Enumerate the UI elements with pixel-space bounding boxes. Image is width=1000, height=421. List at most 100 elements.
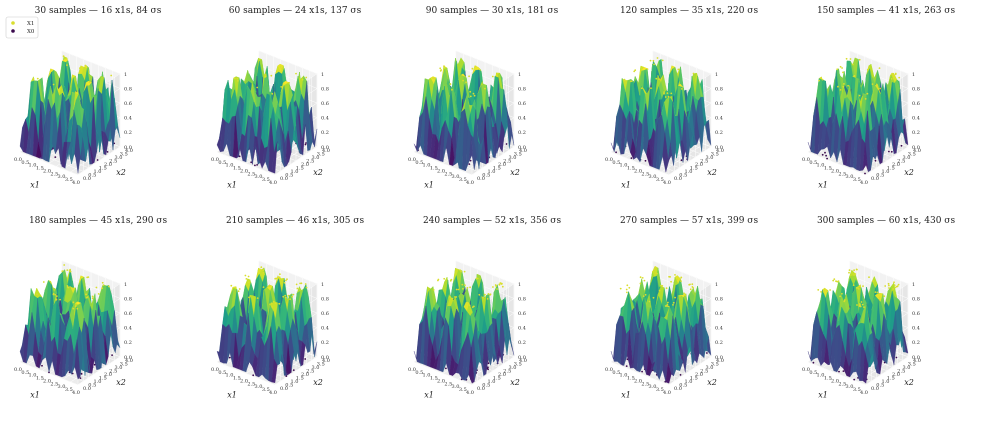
point-x1 xyxy=(61,270,64,272)
point-x1 xyxy=(897,283,900,286)
point-x1 xyxy=(465,81,467,84)
y-tick-label: 0.5 xyxy=(482,382,490,388)
y-tick-label: 1.0 xyxy=(882,169,890,175)
point-x0 xyxy=(644,159,647,162)
subplot-6: 180 samples — 45 x1s, 290 σs0.0 0.5 1.0 1.5… xyxy=(14,216,167,399)
point-x1 xyxy=(91,297,94,300)
subplot-title: 300 samples — 60 x1s, 430 σs xyxy=(817,216,956,226)
surface-facet xyxy=(271,141,278,174)
y-tick-label: 2.5 xyxy=(109,368,117,374)
point-x1 xyxy=(820,291,822,293)
point-x1 xyxy=(278,302,281,305)
point-x1 xyxy=(238,288,241,290)
x-tick-label: 3.5 xyxy=(656,387,664,393)
gridline xyxy=(652,260,712,285)
point-x0 xyxy=(825,154,827,157)
x-tick-label: 1.0 xyxy=(817,373,825,379)
x-tick-label: 1.0 xyxy=(226,373,234,379)
point-x0 xyxy=(824,151,826,154)
y-tick-label: 1.0 xyxy=(882,379,890,385)
point-x1 xyxy=(628,286,631,289)
point-x1 xyxy=(63,264,66,266)
z-tick-label: 0.6 xyxy=(321,101,329,107)
point-x0 xyxy=(812,361,815,364)
subplot-4: 120 samples — 35 x1s, 220 σs0.0 0.5 1.0 1.5… xyxy=(605,6,758,189)
point-x0 xyxy=(864,172,866,175)
x-tick-label: 1.0 xyxy=(817,163,825,169)
point-x1 xyxy=(462,287,464,290)
subplot-2: 60 samples — 24 x1s, 137 σs0.0 0.5 1.0 1.5 2… xyxy=(211,6,362,189)
x-tick-label: 3.5 xyxy=(853,387,861,393)
subplot-title: 120 samples — 35 x1s, 220 σs xyxy=(620,6,759,16)
point-x1 xyxy=(443,277,446,280)
y-tick-label: 1.5 xyxy=(887,165,895,171)
point-x1 xyxy=(691,283,694,286)
x-axis-label: x1 xyxy=(227,390,237,399)
legend: X1 X0 xyxy=(5,16,39,39)
point-x0 xyxy=(238,155,241,158)
z-tick-label: 0.4 xyxy=(912,116,920,122)
point-x1 xyxy=(652,59,655,62)
x-tick-label: 2.0 xyxy=(634,168,642,174)
y-tick-label: 0.5 xyxy=(876,382,884,388)
point-x1 xyxy=(841,67,843,69)
y-tick-label: 0.0 xyxy=(674,386,682,392)
point-x1 xyxy=(501,285,504,288)
point-x1 xyxy=(260,266,263,269)
point-x0 xyxy=(706,352,708,354)
point-x1 xyxy=(472,92,475,95)
point-x1 xyxy=(455,288,458,291)
point-x1 xyxy=(672,304,674,306)
point-x1 xyxy=(852,63,854,66)
x-tick-label: 0.0 xyxy=(408,367,416,373)
gridline xyxy=(258,260,318,285)
point-x0 xyxy=(54,156,57,159)
point-x1 xyxy=(432,289,435,291)
point-x1 xyxy=(76,307,79,310)
point-x1 xyxy=(301,78,304,81)
scatter-x1 xyxy=(818,57,901,100)
y-tick-label: 2.0 xyxy=(301,372,309,378)
point-x1 xyxy=(54,293,57,296)
x-tick-label: 2.0 xyxy=(634,378,642,384)
point-x1 xyxy=(102,284,105,286)
y-tick-label: 3.5 xyxy=(514,361,522,367)
x-tick-label: 3.0 xyxy=(846,384,854,390)
x-tick-label: 4.0 xyxy=(860,390,868,396)
x-tick-label: 3.5 xyxy=(65,177,73,183)
x-axis-label: x1 xyxy=(30,390,40,399)
point-x1 xyxy=(832,279,835,282)
point-x0 xyxy=(641,370,643,373)
subplot-8: 240 samples — 52 x1s, 356 σs0.0 0.5 1.0 1.5… xyxy=(408,216,561,399)
z-tick-label: 1 xyxy=(124,72,127,78)
surface-facet xyxy=(271,358,278,383)
gridline xyxy=(455,50,515,75)
z-tick-label: 0.8 xyxy=(912,86,920,92)
point-x1 xyxy=(74,305,77,307)
point-x1 xyxy=(848,271,850,274)
point-x1 xyxy=(454,296,456,298)
point-x1 xyxy=(285,279,287,282)
point-x1 xyxy=(484,87,486,90)
subplot-title: 240 samples — 52 x1s, 356 σs xyxy=(423,216,562,226)
point-x1 xyxy=(230,284,233,287)
point-x1 xyxy=(292,293,295,296)
y-tick-label: 3.0 xyxy=(509,155,517,161)
point-x1 xyxy=(692,72,695,75)
y-axis-label: x2 xyxy=(510,168,520,177)
point-x0 xyxy=(838,370,840,373)
point-x1 xyxy=(842,71,844,74)
point-x0 xyxy=(468,163,471,166)
point-x1 xyxy=(268,285,270,287)
point-x1 xyxy=(893,281,895,284)
point-x0 xyxy=(79,377,82,379)
point-x1 xyxy=(680,280,682,282)
y-tick-label: 4.0 xyxy=(519,148,527,154)
point-x1 xyxy=(469,90,472,93)
z-tick-label: 1 xyxy=(715,282,718,288)
point-x1 xyxy=(284,294,287,297)
point-x1 xyxy=(879,87,881,90)
x-tick-label: 3.0 xyxy=(255,174,263,180)
gridline xyxy=(471,356,515,386)
gridline xyxy=(258,50,318,75)
